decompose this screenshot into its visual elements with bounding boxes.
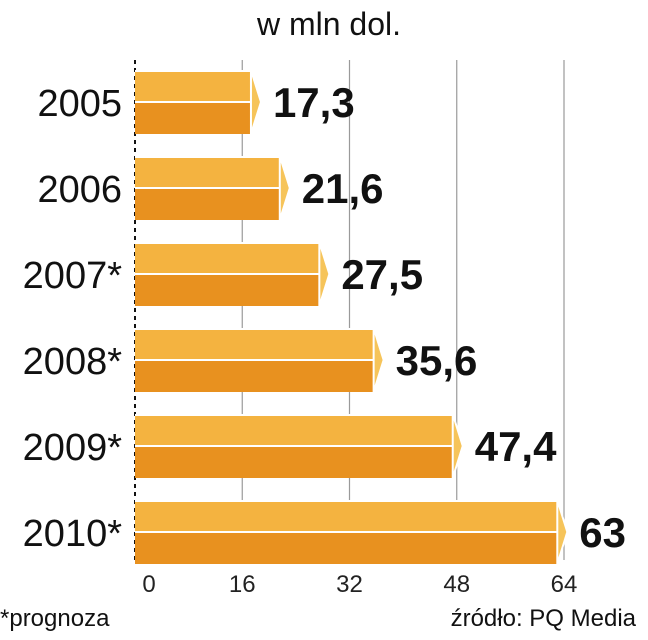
x-tick-label: 32	[336, 571, 363, 598]
footnote: *prognoza	[0, 605, 110, 632]
x-tick-labels: 0 16 32 48 64	[142, 571, 577, 598]
bar-tip	[278, 155, 291, 221]
category-labels: 2005 2006 2007* 2008* 2009* 2010*	[23, 83, 123, 555]
value-label: 21,6	[302, 165, 384, 212]
category-label: 2008*	[23, 341, 123, 383]
bar-top-face	[135, 500, 558, 532]
bar-tip	[372, 327, 385, 393]
bar-chart: 2005 2006 2007* 2008* 2009* 2010* 17,3 21,6 27,…	[23, 60, 626, 598]
x-tick-label: 48	[443, 571, 470, 598]
category-label: 2006	[37, 169, 122, 211]
value-label: 47,4	[475, 423, 557, 470]
bar-top-face	[135, 242, 320, 274]
category-label: 2005	[37, 83, 122, 125]
bar-top-face	[135, 414, 453, 446]
bar	[135, 241, 331, 307]
gridlines	[241, 60, 565, 560]
bar-bottom-face	[135, 102, 251, 134]
chart-subtitle: w mln dol.	[256, 6, 402, 42]
value-label: 35,6	[396, 337, 478, 384]
bar-bottom-face	[135, 360, 374, 392]
bar-bottom-face	[135, 532, 558, 564]
bar-top-face	[135, 328, 374, 360]
bar-bottom-face	[135, 274, 320, 306]
bar-tip	[451, 413, 464, 479]
value-label: 17,3	[273, 79, 355, 126]
category-label: 2010*	[23, 513, 123, 555]
value-label: 63	[579, 509, 626, 556]
bar-tip	[556, 499, 569, 565]
bar-tip	[249, 69, 262, 135]
bar-top-face	[135, 156, 280, 188]
bar-top-face	[135, 70, 251, 102]
x-tick-label: 16	[229, 571, 256, 598]
x-tick-label: 64	[551, 571, 578, 598]
x-tick-label: 0	[142, 571, 155, 598]
bar	[135, 327, 385, 393]
bar-bottom-face	[135, 446, 453, 478]
bar	[135, 69, 262, 135]
bar	[135, 499, 569, 565]
category-label: 2009*	[23, 427, 123, 469]
source-note: źródło: PQ Media	[450, 605, 636, 632]
bar-tip	[318, 241, 331, 307]
value-label: 27,5	[341, 251, 423, 298]
category-label: 2007*	[23, 255, 123, 297]
value-labels: 17,3 21,6 27,5 35,6 47,4 63	[273, 79, 626, 556]
bar	[135, 413, 464, 479]
bar-bottom-face	[135, 188, 280, 220]
bar	[135, 155, 291, 221]
bars	[135, 69, 569, 565]
